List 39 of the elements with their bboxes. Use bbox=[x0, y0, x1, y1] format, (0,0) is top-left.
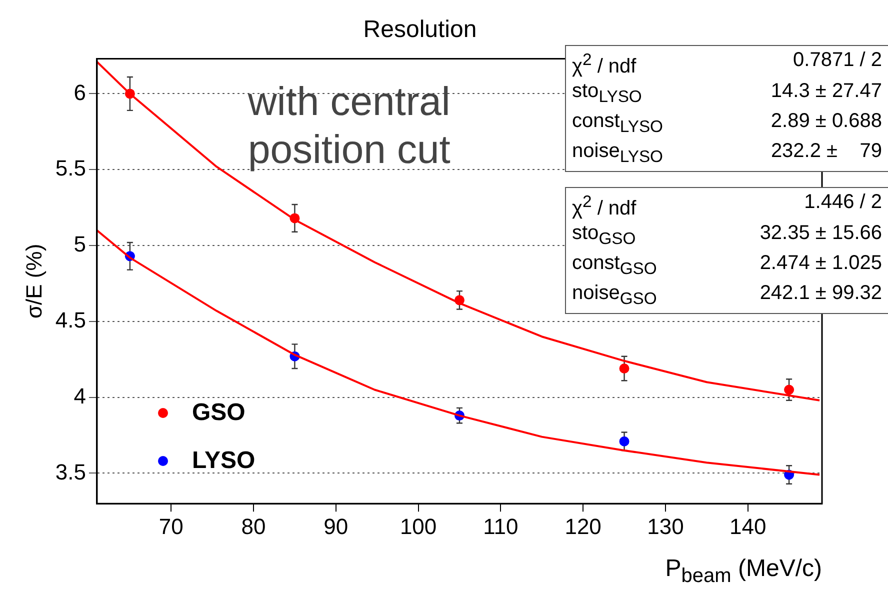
y-tick-label: 5 bbox=[74, 232, 86, 257]
y-tick-label: 4.5 bbox=[55, 307, 86, 332]
annotation: χ$^{2}$ / ndf bbox=[572, 191, 636, 221]
annotation: χ$^{2}$ / ndf bbox=[572, 49, 636, 79]
chart-title: Resolution bbox=[363, 16, 477, 44]
annotation: 232.2 ± 79 bbox=[770, 138, 882, 164]
annotation: noise$_{GSO}$ bbox=[572, 280, 657, 310]
x-tick-label: 80 bbox=[241, 514, 266, 539]
y-tick-label: 6 bbox=[74, 80, 86, 105]
annotation: 2.89 ± 0.688 bbox=[770, 108, 882, 134]
annotation: const$_{LYSO}$ bbox=[572, 108, 664, 138]
annotation: 32.35 ± 15.66 bbox=[760, 220, 882, 246]
legend-label: GSO bbox=[192, 398, 246, 428]
annotation: with central position cut bbox=[248, 79, 452, 174]
annotation: const$_{GSO}$ bbox=[572, 250, 657, 280]
x-tick-label: 130 bbox=[647, 514, 684, 539]
legend-label: LYSO bbox=[192, 446, 256, 476]
annotation: noise$_{LYSO}$ bbox=[572, 138, 664, 168]
annotation: 2.474 ± 1.025 bbox=[760, 250, 882, 276]
point bbox=[619, 436, 630, 446]
x-tick-label: 140 bbox=[729, 514, 766, 539]
y-axis-title: σ/E (%) bbox=[21, 244, 46, 319]
y-tick-label: 3.5 bbox=[55, 459, 86, 484]
y-tick-label: 4 bbox=[74, 383, 86, 408]
x-tick-label: 70 bbox=[158, 514, 184, 539]
annotation: 242.1 ± 99.32 bbox=[760, 280, 882, 306]
annotation: 1.446 / 2 bbox=[804, 190, 882, 215]
point bbox=[619, 363, 630, 374]
x-tick-label: 90 bbox=[324, 514, 348, 539]
x-tick-label: 120 bbox=[564, 514, 602, 539]
annotation: sto$_{LYSO}$ bbox=[572, 78, 642, 108]
annotation: 0.7871 / 2 bbox=[793, 48, 882, 73]
annotation: sto$_{GSO}$ bbox=[572, 220, 636, 250]
x-tick-label: 110 bbox=[483, 514, 518, 539]
x-tick-label: 100 bbox=[400, 514, 437, 539]
point bbox=[784, 384, 794, 395]
annotation: 14.3 ± 27.47 bbox=[770, 78, 882, 104]
y-tick-label: 5.5 bbox=[55, 156, 86, 181]
x-axis-title: P$_{beam}$ (MeV/c) bbox=[665, 555, 822, 588]
